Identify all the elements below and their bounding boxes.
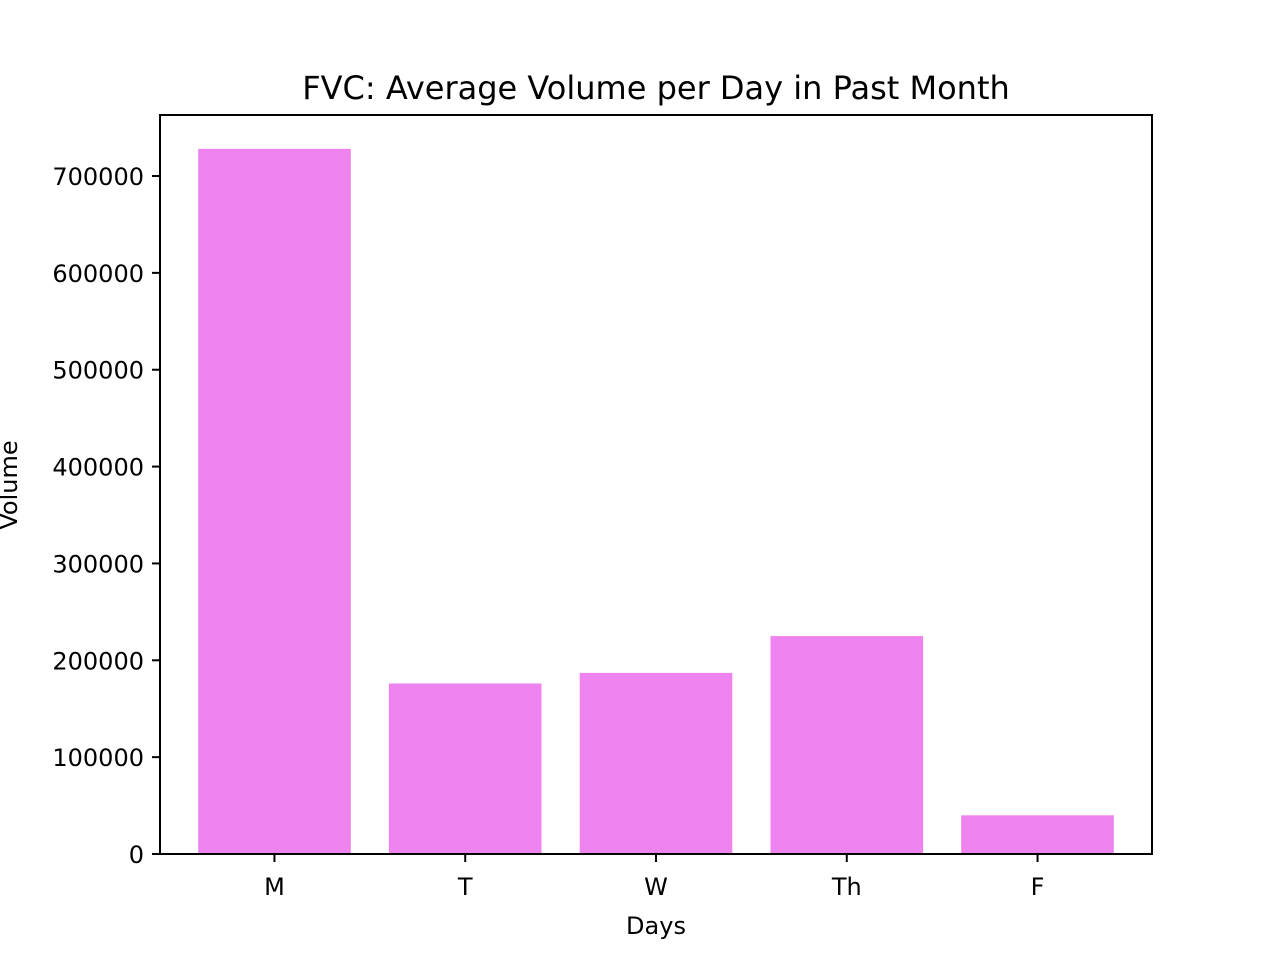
y-tick-label: 500000 [52,357,144,385]
y-axis-ticks: 0 100000 200000 300000 400000 500000 600000 700… [52,163,160,869]
chart-title: FVC: Average Volume per Day in Past Mont… [302,69,1010,107]
y-tick-label: 0 [129,841,144,869]
y-tick-label: 600000 [52,260,144,288]
bar-m [198,148,351,854]
x-tick-label: W [644,873,668,901]
bar-w [579,672,733,854]
x-tick-label: T [457,873,473,901]
bar-t [388,683,542,854]
y-tick-label: 300000 [52,550,144,578]
bars-group [198,148,1114,854]
x-tick-label: Th [831,873,862,901]
x-axis-ticks: M T W Th F [264,854,1044,901]
y-tick-label: 700000 [52,163,144,191]
y-axis-label: Volume [0,440,23,529]
bar-f [961,815,1114,854]
bar-th [770,636,924,854]
x-tick-label: F [1031,873,1045,901]
y-tick-label: 200000 [52,647,144,675]
plot-frame [159,114,1153,855]
y-tick-label: 400000 [52,454,144,482]
y-tick-label: 100000 [52,744,144,772]
x-axis-label: Days [626,912,686,940]
x-tick-label: M [264,873,285,901]
